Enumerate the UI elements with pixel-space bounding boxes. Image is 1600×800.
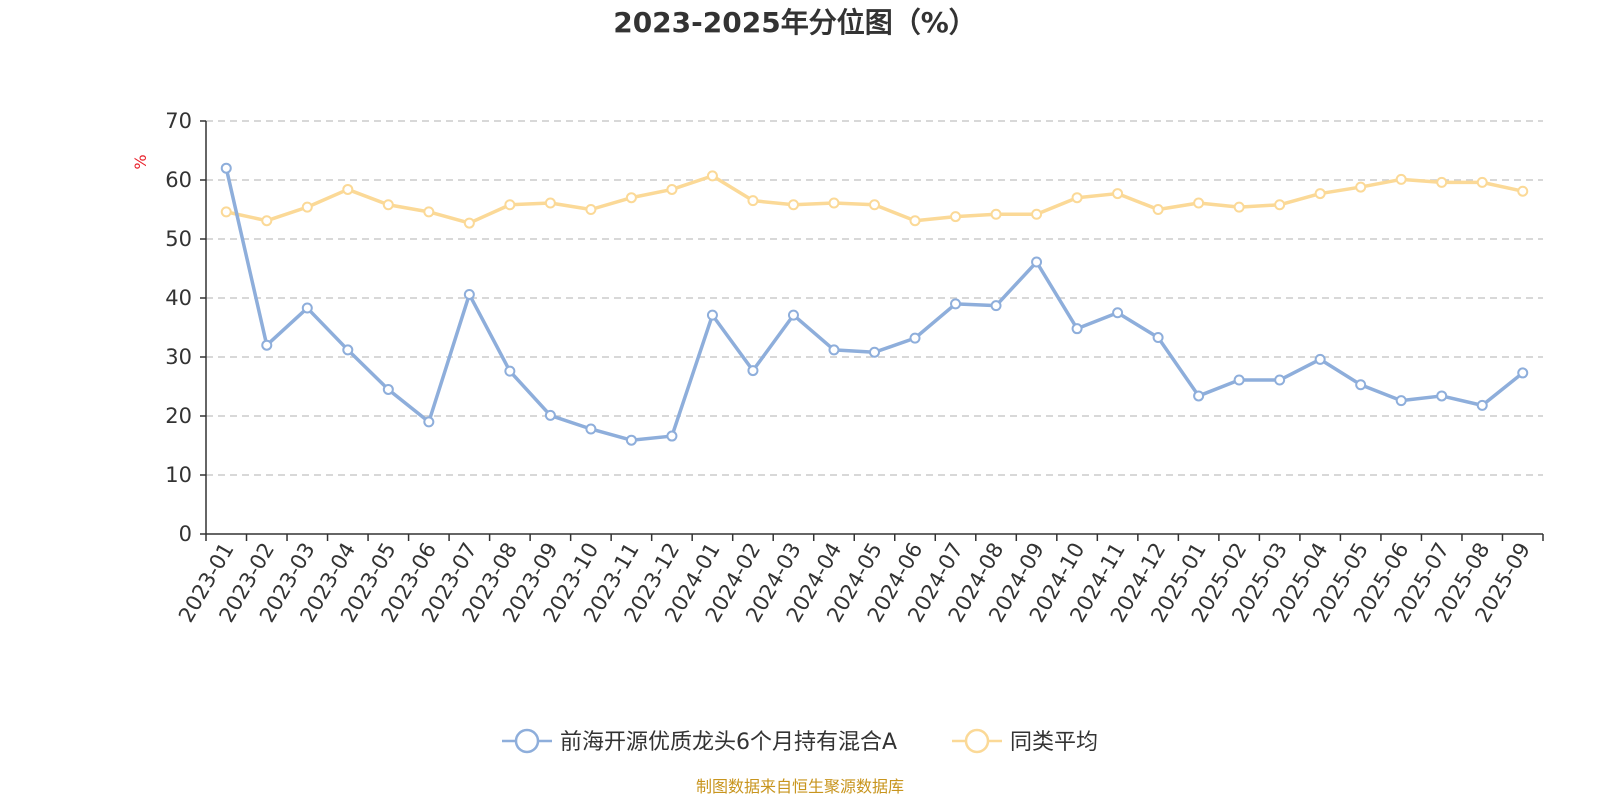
data-point[interactable] (423, 416, 435, 428)
data-point[interactable] (1314, 188, 1326, 200)
data-point[interactable] (828, 197, 840, 209)
data-point[interactable] (869, 346, 880, 358)
y-tick-label: 10 (165, 463, 192, 487)
x-axis-tick-labels: 2023-012023-022023-032023-042023-052023-… (174, 539, 1535, 627)
data-point[interactable] (666, 183, 678, 195)
y-axis-tick-labels: 0 10 20 30 40 50 60 70 (165, 109, 192, 546)
data-point[interactable] (909, 332, 921, 344)
data-point[interactable] (1436, 176, 1448, 188)
data-point[interactable] (1233, 374, 1245, 386)
legend-label: 同类平均 (1010, 730, 1098, 755)
data-point[interactable] (1071, 323, 1083, 335)
y-tick-label: 30 (165, 345, 192, 369)
data-point[interactable] (1233, 201, 1245, 213)
data-point[interactable] (585, 204, 597, 215)
data-point[interactable] (787, 199, 799, 211)
data-point[interactable] (747, 195, 759, 207)
chart-title: 2023-2025年分位图（%） (613, 6, 977, 39)
data-point[interactable] (342, 344, 354, 356)
data-point[interactable] (1193, 197, 1205, 209)
data-point[interactable] (1314, 353, 1326, 365)
data-point[interactable] (261, 215, 273, 227)
data-point[interactable] (1031, 208, 1043, 220)
data-point[interactable] (1517, 185, 1529, 197)
data-point[interactable] (1112, 188, 1124, 200)
data-point[interactable] (220, 162, 232, 174)
data-point[interactable] (1476, 399, 1488, 411)
y-tick-label: 0 (179, 522, 192, 546)
data-point[interactable] (869, 199, 880, 211)
data-point[interactable] (1152, 332, 1164, 344)
data-point[interactable] (666, 430, 678, 442)
data-point[interactable] (585, 423, 597, 435)
legend-label: 前海开源优质龙头6个月持有混合A (560, 730, 897, 755)
data-point[interactable] (1355, 181, 1367, 193)
data-point[interactable] (544, 197, 556, 209)
data-point[interactable] (1193, 390, 1205, 402)
series-1 (220, 170, 1529, 229)
data-point[interactable] (463, 217, 475, 229)
legend-item[interactable]: 前海开源优质龙头6个月持有混合A (502, 728, 897, 755)
y-tick-label: 60 (165, 168, 192, 192)
data-point[interactable] (787, 309, 799, 321)
data-point[interactable] (1476, 176, 1488, 188)
data-point[interactable] (220, 206, 232, 218)
y-axis-unit: % (131, 154, 150, 169)
data-point[interactable] (706, 309, 718, 321)
data-point[interactable] (1112, 307, 1124, 319)
data-point[interactable] (423, 206, 435, 218)
data-point[interactable] (301, 201, 313, 213)
data-point[interactable] (1395, 173, 1407, 185)
data-point[interactable] (909, 215, 921, 227)
axes (200, 120, 1544, 541)
data-point[interactable] (1152, 204, 1164, 215)
legend: 前海开源优质龙头6个月持有混合A 同类平均 (502, 728, 1098, 755)
data-point[interactable] (828, 344, 840, 356)
data-point[interactable] (950, 211, 962, 223)
data-point[interactable] (625, 434, 637, 446)
data-point[interactable] (382, 383, 394, 395)
data-point[interactable] (1355, 379, 1367, 391)
data-point[interactable] (950, 298, 962, 310)
y-tick-label: 20 (165, 404, 192, 428)
data-point[interactable] (1274, 199, 1286, 211)
legend-item[interactable]: 同类平均 (952, 728, 1098, 755)
data-point[interactable] (1517, 367, 1529, 379)
gridlines (206, 120, 1543, 476)
legend-marker (964, 728, 990, 754)
legend-marker (514, 728, 540, 754)
data-point[interactable] (706, 170, 718, 182)
data-point[interactable] (1436, 390, 1448, 402)
data-point[interactable] (342, 183, 354, 195)
series-group (220, 162, 1529, 446)
data-point[interactable] (1031, 256, 1043, 268)
source-note: 制图数据来自恒生聚源数据库 (696, 777, 904, 796)
data-point[interactable] (1274, 374, 1286, 386)
y-tick-label: 40 (165, 286, 192, 310)
data-point[interactable] (261, 339, 273, 351)
data-point[interactable] (990, 208, 1002, 220)
data-point[interactable] (463, 288, 475, 300)
data-point[interactable] (625, 192, 637, 204)
data-point[interactable] (301, 302, 313, 314)
y-tick-label: 70 (165, 109, 192, 133)
data-point[interactable] (990, 300, 1002, 312)
data-point[interactable] (504, 199, 516, 211)
series-0 (220, 162, 1529, 446)
y-tick-label: 50 (165, 227, 192, 251)
data-point[interactable] (1071, 192, 1083, 204)
data-point[interactable] (504, 365, 516, 377)
data-point[interactable] (544, 409, 556, 421)
data-point[interactable] (747, 365, 759, 377)
data-point[interactable] (1395, 395, 1407, 407)
data-point[interactable] (382, 199, 394, 211)
